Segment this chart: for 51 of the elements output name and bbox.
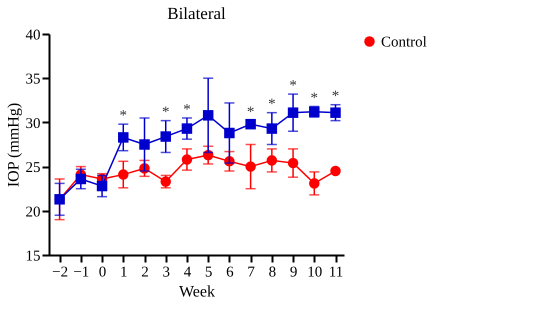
x-tick-label: 4: [184, 264, 192, 280]
point: [76, 174, 86, 184]
x-tick-label: 6: [226, 264, 234, 280]
x-tick-label: −1: [73, 264, 90, 280]
annotation: *: [332, 88, 340, 105]
annotation: *: [183, 102, 191, 118]
point: [245, 118, 256, 130]
point: [288, 107, 298, 118]
x-tick-label: 8: [268, 264, 276, 280]
annotation: *: [162, 104, 170, 121]
chart-title: Bilateral: [167, 4, 226, 23]
x-tick-label: 3: [162, 264, 170, 280]
point: [309, 178, 320, 189]
y-tick-label: 35: [26, 72, 40, 88]
x-tick-label: 11: [328, 264, 344, 280]
x-tick-label: 5: [204, 264, 212, 280]
point: [266, 155, 278, 166]
point: [160, 131, 171, 142]
point: [139, 139, 150, 150]
x-tick-label: 10: [307, 264, 322, 280]
legend-label: Control: [381, 34, 427, 50]
point: [118, 132, 129, 143]
point: [202, 110, 214, 121]
x-tick-label: 0: [98, 264, 106, 280]
x-tick-label: 2: [141, 264, 149, 280]
point: [224, 128, 235, 138]
point: [288, 158, 298, 168]
x-axis-title: Week: [178, 284, 216, 300]
x-tick-label: 9: [290, 264, 298, 280]
point: [182, 154, 192, 165]
y-tick-label: 15: [26, 248, 40, 264]
y-tick-label: 25: [26, 160, 40, 176]
point: [330, 107, 341, 118]
annotation: *: [268, 96, 276, 113]
x-tick-label: 1: [120, 264, 128, 280]
point: [96, 180, 108, 192]
annotation: *: [310, 90, 318, 106]
point: [182, 123, 192, 134]
point: [118, 169, 129, 180]
y-axis-title: IOP (mmHg): [6, 102, 22, 188]
point: [330, 166, 341, 176]
point: [245, 161, 256, 172]
y-tick-label: 30: [26, 116, 40, 132]
point: [266, 123, 278, 134]
y-tick-label: 20: [26, 204, 40, 220]
x-tick-label: 7: [247, 264, 256, 280]
annotation: *: [289, 78, 297, 94]
annotation: *: [246, 104, 254, 121]
y-tick-label: 40: [26, 28, 40, 44]
x-tick-label: −2: [52, 264, 68, 280]
annotation: *: [120, 108, 128, 124]
